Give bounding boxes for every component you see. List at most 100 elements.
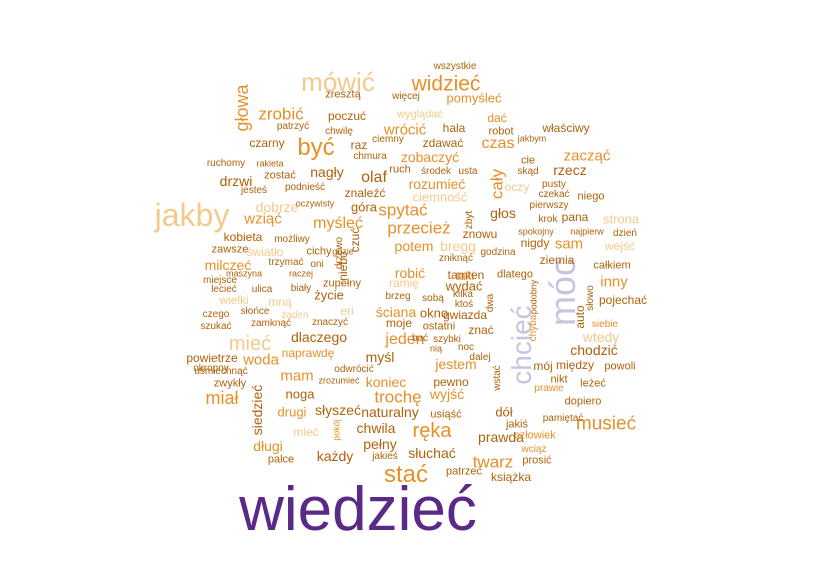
word: mieć <box>293 425 319 439</box>
word: zrobić <box>258 104 304 124</box>
word: słuchać <box>408 445 456 461</box>
word: długi <box>253 438 283 454</box>
word: dzień <box>613 228 637 239</box>
word: siedzieć <box>249 384 265 436</box>
word: spokojny <box>518 226 554 237</box>
word: eri <box>340 304 354 318</box>
word: dalej <box>469 352 491 363</box>
word: mam <box>280 367 314 385</box>
word: spytać <box>378 200 428 220</box>
word: raczej <box>288 268 314 279</box>
word: pusty <box>542 179 566 190</box>
word: wyglądać <box>397 108 443 121</box>
word: maszyna <box>225 268 263 279</box>
word: słońce <box>240 306 270 317</box>
word: poczuć <box>327 109 367 123</box>
word: nigdy <box>520 236 550 250</box>
word: dać <box>487 111 507 125</box>
word: dlaczego <box>290 329 348 345</box>
word: jeden <box>385 331 425 348</box>
word: pewno <box>433 375 469 389</box>
word: światło <box>246 245 284 259</box>
word: robot <box>488 125 514 138</box>
word: prawie <box>534 383 564 394</box>
word: patrzyć <box>276 121 310 132</box>
word: olaf <box>361 169 387 186</box>
word: mój <box>533 359 553 373</box>
word: pełny <box>363 436 397 452</box>
word: pamiętać <box>542 413 584 424</box>
word: wydać <box>445 278 483 294</box>
word: chyba <box>528 314 539 342</box>
word: stać <box>383 461 429 488</box>
word: musieć <box>575 413 637 435</box>
word: pojechać <box>598 293 648 307</box>
word: twarz <box>472 452 514 472</box>
word: myśl <box>365 349 395 365</box>
word: brzeg <box>385 291 411 302</box>
word: auto <box>573 305 587 329</box>
word: jakby <box>154 197 230 233</box>
word: odwrócić <box>334 364 374 375</box>
word: żaden <box>281 310 309 321</box>
word: czekać <box>538 189 570 200</box>
word: jakbym <box>517 133 547 144</box>
word: wciąż <box>521 444 547 455</box>
word: chwila <box>356 420 396 436</box>
word: koniec <box>365 374 407 390</box>
word: gdzie <box>332 246 354 257</box>
word: okno <box>419 305 449 321</box>
word: zrozumieć <box>318 375 360 386</box>
word: tamten <box>447 268 485 282</box>
word: pomyśleć <box>446 90 502 106</box>
word: przecież <box>387 218 451 238</box>
word: lecieć <box>211 284 237 295</box>
word: możliwy <box>274 234 310 245</box>
word: hala <box>442 121 466 135</box>
word: słowo <box>585 285 596 311</box>
word: milczeć <box>204 257 252 273</box>
word: powoli <box>604 360 636 373</box>
word: mówić <box>301 67 375 97</box>
word: woda <box>243 351 279 369</box>
word: biały <box>290 283 312 294</box>
word: cały <box>487 168 507 200</box>
word: widzieć <box>411 72 481 96</box>
word: czas <box>481 135 515 152</box>
word: leżeć <box>580 377 606 390</box>
word: oni <box>310 259 324 270</box>
word: okropny <box>193 363 229 374</box>
word: ktoś <box>454 299 474 310</box>
word: wszystkie <box>433 61 477 72</box>
word: wielki <box>219 293 249 307</box>
word: dopiero <box>564 395 602 408</box>
word: dobrze <box>255 199 299 215</box>
word: słyszeć <box>315 402 361 418</box>
word: zdawać <box>422 136 464 150</box>
word: ruchomy <box>206 158 246 169</box>
word: czego <box>202 309 230 320</box>
word: zobaczyć <box>400 149 460 165</box>
word: oczywisty <box>295 198 335 209</box>
word: ręka <box>412 420 452 442</box>
word: właściwy <box>542 121 590 135</box>
word: między <box>555 358 595 372</box>
word: znać <box>468 323 494 337</box>
word: siebie <box>591 319 619 330</box>
word: podnieść <box>284 182 326 193</box>
word: ruch <box>389 163 411 176</box>
word: środek <box>420 166 452 177</box>
word: kilka <box>452 289 474 300</box>
word: wejść <box>604 239 636 253</box>
word: ziemia <box>539 253 575 267</box>
word: mną <box>268 295 292 309</box>
word: jakiś <box>505 418 529 431</box>
word: każdy <box>316 448 354 464</box>
word: cie <box>520 154 536 167</box>
word: całkiem <box>593 259 631 272</box>
word: drzewo <box>334 236 345 270</box>
word: ostatni <box>422 320 456 333</box>
word: szukać <box>200 321 232 332</box>
word: bregg <box>440 238 476 254</box>
word: ciemność <box>412 189 468 205</box>
